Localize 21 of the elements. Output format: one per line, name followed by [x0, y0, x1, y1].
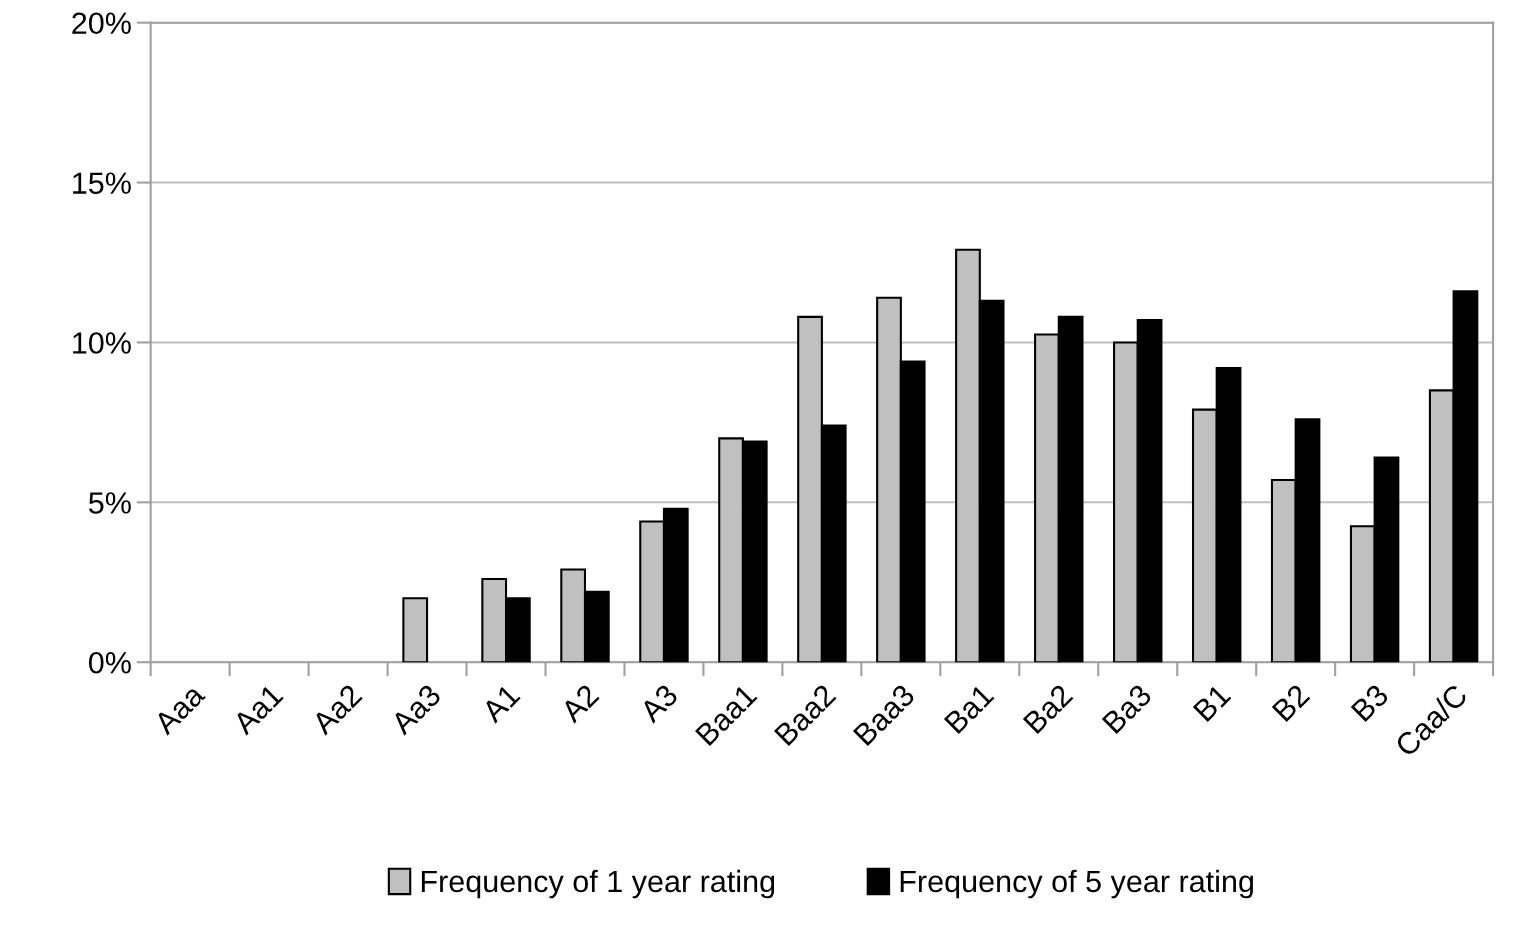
- x-tick-label: Ba3: [1101, 683, 1153, 735]
- y-tick-label: 5%: [88, 492, 131, 514]
- y-tick-label: 10%: [73, 332, 131, 354]
- x-tick-label: Aa2: [310, 683, 363, 736]
- x-tick-label: Aa1: [231, 683, 284, 736]
- x-tick-label: B2: [1271, 683, 1311, 722]
- x-tick-label: Ba2: [1022, 683, 1074, 735]
- x-tick-label: A3: [638, 683, 679, 724]
- bar: [402, 597, 429, 663]
- y-tick-label: 15%: [73, 172, 131, 194]
- x-tick-label: B1: [1192, 683, 1232, 722]
- y-tick-label: 20%: [72, 12, 131, 35]
- x-tick-label: Aa3: [389, 683, 442, 736]
- x-tick-label: A2: [559, 683, 600, 724]
- x-tick-label: Ba1: [943, 683, 995, 735]
- legend-label: Frequency of 1 year rating: [421, 869, 775, 899]
- y-tick-label: 0%: [88, 651, 131, 674]
- legend-label: Frequency of 5 year rating: [900, 869, 1253, 899]
- x-tick-label: A1: [480, 683, 521, 724]
- x-tick-label: Aaa: [152, 682, 207, 736]
- x-tick-label: B3: [1350, 683, 1390, 723]
